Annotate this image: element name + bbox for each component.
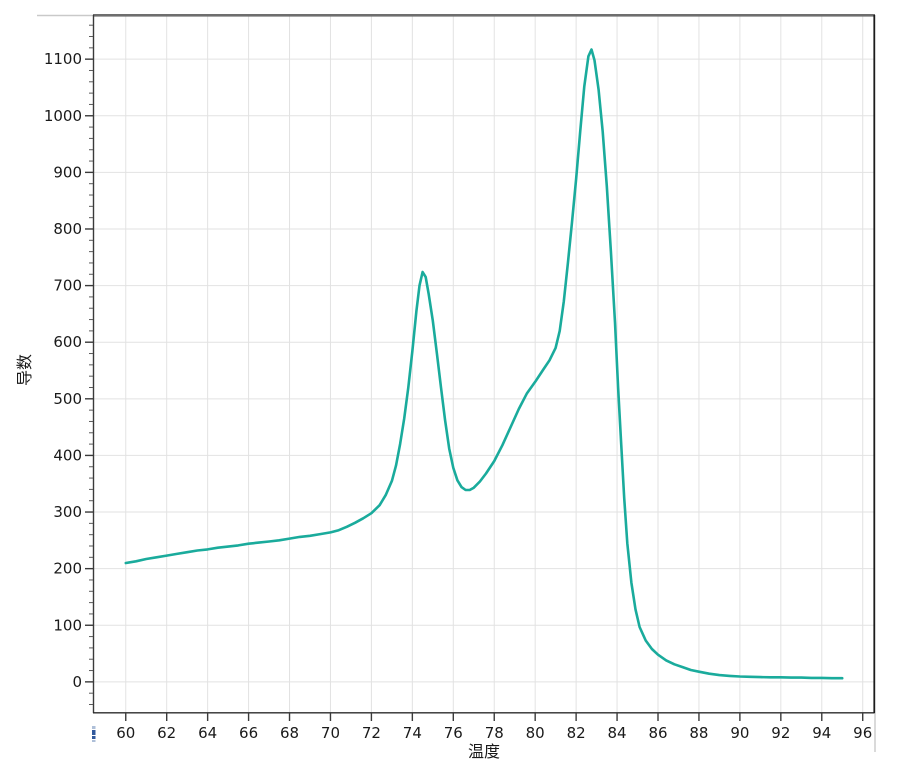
- svg-text:68: 68: [280, 724, 299, 742]
- svg-text:900: 900: [53, 163, 82, 181]
- svg-text:64: 64: [198, 724, 217, 742]
- svg-text:0: 0: [72, 673, 82, 691]
- svg-text:92: 92: [771, 724, 790, 742]
- svg-text:300: 300: [53, 503, 82, 521]
- svg-text:94: 94: [812, 724, 831, 742]
- svg-text:84: 84: [608, 724, 627, 742]
- svg-text:86: 86: [648, 724, 667, 742]
- svg-text:62: 62: [157, 724, 176, 742]
- svg-text:800: 800: [53, 220, 82, 238]
- gridlines: [93, 15, 875, 713]
- y-axis-title: 导数: [15, 354, 34, 386]
- tick-labels: 60 62 64 66 68 70 72 74 76 78 80 82 84 86 88 90 92 94 96 0 1…: [44, 50, 872, 742]
- svg-text:90: 90: [730, 724, 749, 742]
- svg-text:60: 60: [116, 724, 135, 742]
- svg-text:82: 82: [567, 724, 586, 742]
- svg-text:500: 500: [53, 390, 82, 408]
- svg-text:76: 76: [444, 724, 463, 742]
- svg-text:1000: 1000: [44, 107, 82, 125]
- svg-text:200: 200: [53, 560, 82, 578]
- x-axis-title: 温度: [468, 742, 500, 761]
- svg-text:88: 88: [689, 724, 708, 742]
- svg-text:66: 66: [239, 724, 258, 742]
- svg-text:100: 100: [53, 616, 82, 634]
- svg-text:78: 78: [485, 724, 504, 742]
- svg-text:600: 600: [53, 333, 82, 351]
- svg-text:74: 74: [403, 724, 422, 742]
- svg-text:700: 700: [53, 277, 82, 295]
- svg-text:72: 72: [362, 724, 381, 742]
- svg-text:70: 70: [321, 724, 340, 742]
- svg-text:400: 400: [53, 446, 82, 464]
- melt-curve-line: [124, 48, 844, 680]
- svg-text:1100: 1100: [44, 50, 82, 68]
- scroll-hint-handle[interactable]: [92, 726, 96, 742]
- axis-ticks: [85, 24, 864, 721]
- svg-text:96: 96: [853, 724, 872, 742]
- plot-top-border: [93, 14, 875, 17]
- svg-text:80: 80: [526, 724, 545, 742]
